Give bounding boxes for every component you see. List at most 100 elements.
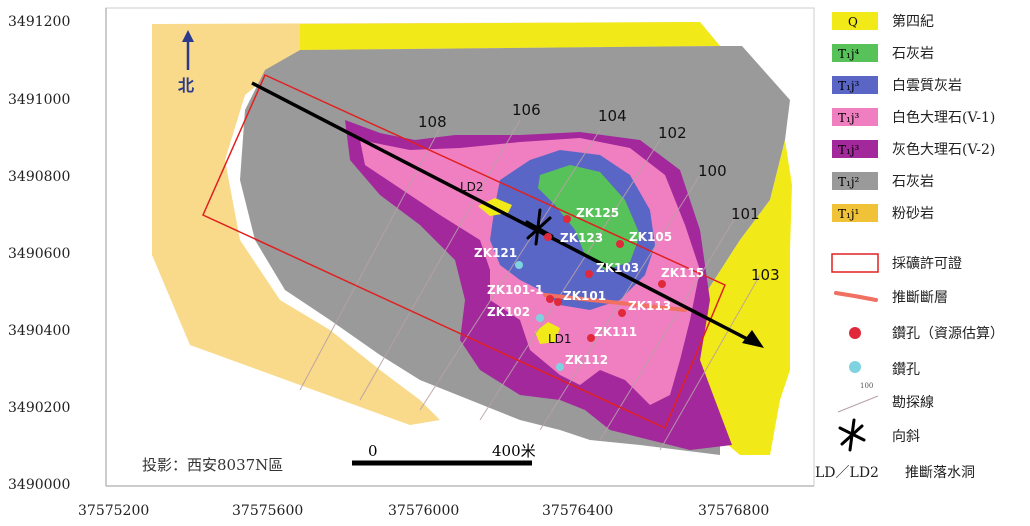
svg-text:粉砂岩: 粉砂岩 — [892, 206, 934, 222]
exploration-label-102: 102 — [658, 124, 687, 142]
svg-text:白色大理石(V-1): 白色大理石(V-1) — [892, 109, 995, 126]
exploration-label-108: 108 — [418, 113, 447, 131]
drill-hole-zk103 — [585, 270, 593, 278]
legend-item-drill: 100 鑽孔 — [849, 361, 920, 390]
drill-label-zk121: ZK121 — [474, 246, 517, 260]
legend-sinkhole-label: 推斷落水洞 — [905, 465, 975, 481]
drill-hole-zk101-1 — [546, 295, 554, 303]
drill-hole-zk113 — [618, 309, 626, 317]
geology-layers — [152, 22, 792, 455]
svg-text:鑽孔（資源估算）: 鑽孔（資源估算） — [892, 326, 1004, 342]
x-tick: 37575200 — [78, 503, 149, 519]
x-tick: 37575600 — [232, 503, 303, 519]
drill-hole-zk121 — [515, 261, 523, 269]
legend-item-limestone-t1j2: T₁j² 石灰岩 — [832, 172, 934, 190]
svg-text:第四紀: 第四紀 — [892, 13, 934, 30]
drill-hole-zk125 — [563, 215, 571, 223]
legend-item-syncline — [838, 418, 866, 452]
svg-text:100: 100 — [860, 382, 873, 390]
drill-hole-zk112 — [556, 363, 564, 371]
drill-holes — [515, 215, 666, 371]
x-tick: 37576400 — [542, 503, 613, 519]
svg-text:T₁j³: T₁j³ — [838, 79, 860, 93]
exploration-label-106: 106 — [512, 101, 541, 119]
legend-syncline-label: 向斜 — [892, 429, 920, 445]
exploration-line-108 — [299, 127, 441, 391]
exploration-line-103 — [659, 274, 761, 451]
legend-item-quaternary: Q 第四紀 — [832, 12, 934, 30]
svg-text:勘探線: 勘探線 — [892, 395, 934, 411]
y-tick: 3490600 — [8, 246, 70, 262]
sinkhole-label-ld2: LD2 — [460, 180, 484, 194]
drill-hole-zk123 — [544, 233, 552, 241]
y-tick: 3491000 — [8, 92, 70, 108]
exploration-label-103: 103 — [751, 266, 780, 284]
y-tick: 3490000 — [8, 477, 70, 493]
svg-text:白雲質灰岩: 白雲質灰岩 — [892, 78, 962, 94]
quaternary-area — [300, 22, 720, 50]
svg-text:T₁j⁴: T₁j⁴ — [838, 47, 860, 61]
exploration-label-100: 100 — [698, 162, 727, 180]
exploration-labels: 108 106 104 102 100 101 103 — [418, 101, 780, 284]
svg-text:T₁j¹: T₁j¹ — [838, 207, 859, 221]
legend: Q 第四紀 T₁j⁴ 石灰岩 T₁j³ 白雲質灰岩 T₁j³ 白色大理石(V-1… — [815, 12, 1004, 481]
exploration-label-104: 104 — [598, 107, 627, 125]
section-arrow — [251, 81, 764, 348]
drill-label-zk113: ZK113 — [628, 299, 671, 313]
drill-label-zk112: ZK112 — [565, 353, 608, 367]
mining-license-boundary — [202, 74, 726, 430]
y-tick: 3490200 — [8, 400, 70, 416]
svg-text:石灰岩: 石灰岩 — [892, 174, 934, 190]
legend-item-dolomitic: T₁j³ 白雲質灰岩 — [832, 76, 962, 94]
x-tick: 37576800 — [698, 503, 769, 519]
x-tick-labels: 37575200 37575600 37576000 37576400 3757… — [78, 503, 769, 519]
y-tick: 3490400 — [8, 323, 70, 339]
legend-item-fault: 推斷斷層 — [834, 290, 948, 306]
drill-label-zk105: ZK105 — [629, 230, 672, 244]
svg-text:T₁j²: T₁j² — [838, 175, 860, 189]
limestone-green-area — [538, 165, 640, 270]
drill-label-zk125: ZK125 — [576, 206, 619, 220]
exploration-line-104 — [419, 129, 601, 411]
scale-zero: 0 — [368, 442, 378, 460]
svg-text:採礦許可證: 採礦許可證 — [892, 255, 962, 272]
drill-hole-zk102 — [536, 314, 544, 322]
drill-label-zk111: ZK111 — [594, 325, 637, 339]
drill-hole-zk105 — [616, 240, 624, 248]
quaternary-east-strip — [690, 140, 792, 455]
drill-label-zk101: ZK101 — [563, 289, 606, 303]
drill-label-zk102: ZK102 — [487, 305, 530, 319]
scale-distance: 400米 — [492, 442, 536, 460]
legend-item-drill-resource: 鑽孔（資源估算） — [849, 326, 1004, 342]
siltstone-area — [152, 22, 720, 425]
svg-text:T₁j³: T₁j³ — [838, 111, 860, 125]
drill-hole-zk115 — [658, 280, 666, 288]
drill-label-zk103: ZK103 — [596, 261, 639, 275]
svg-text:鑽孔: 鑽孔 — [892, 362, 920, 378]
legend-item-exploration-line: 勘探線 — [837, 395, 934, 413]
north-label: 北 — [178, 76, 194, 95]
svg-text:石灰岩: 石灰岩 — [892, 46, 934, 62]
svg-text:T₁j³: T₁j³ — [838, 143, 860, 157]
drill-label-zk101-1: ZK101-1 — [487, 283, 543, 297]
y-tick: 3491200 — [8, 14, 70, 30]
scale-bar: 0 400米 — [352, 442, 536, 466]
north-arrow: 北 — [178, 30, 194, 95]
svg-text:推斷斷層: 推斷斷層 — [892, 290, 948, 306]
exploration-line-106 — [359, 119, 521, 401]
exploration-line-101 — [599, 209, 741, 441]
y-tick-labels: 3491200 3491000 3490800 3490600 3490400 … — [8, 14, 70, 493]
legend-item-license: 採礦許可證 — [831, 253, 962, 273]
x-tick: 37576000 — [388, 503, 459, 519]
siltstone-ld1 — [535, 322, 560, 344]
drill-hole-zk111 — [587, 334, 595, 342]
legend-item-grey-marble: T₁j³ 灰色大理石(V-2) — [832, 140, 995, 158]
drill-labels: ZK125 ZK123 ZK105 ZK103 ZK115 ZK101 ZK11… — [460, 180, 704, 367]
legend-item-siltstone: T₁j¹ 粉砂岩 — [832, 204, 934, 222]
legend-item-white-marble: T₁j³ 白色大理石(V-1) — [832, 108, 995, 126]
projection-note: 投影：西安8037N區 — [142, 456, 283, 474]
inferred-fault — [543, 293, 687, 312]
y-tick: 3490800 — [8, 169, 70, 185]
legend-sinkhole-symbol: LD／LD2 — [815, 465, 879, 481]
